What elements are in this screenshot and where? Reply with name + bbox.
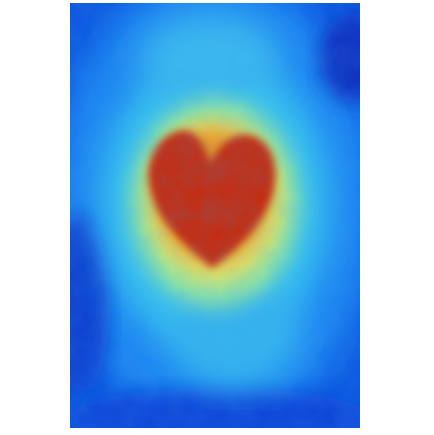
elevation-heatmap [70, 3, 360, 428]
texture-overlay [70, 3, 360, 428]
